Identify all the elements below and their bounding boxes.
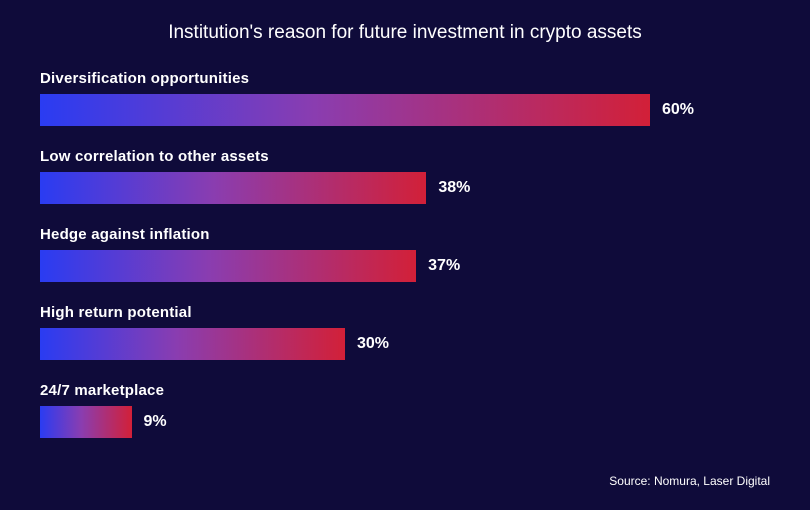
bar-value: 37% (428, 257, 460, 275)
bar-value: 60% (662, 101, 694, 119)
bar (40, 406, 132, 438)
bar-row: High return potential 30% (40, 304, 770, 360)
bar-row: Diversification opportunities 60% (40, 70, 770, 126)
bar-label: 24/7 marketplace (40, 382, 770, 399)
bar-line: 60% (40, 94, 770, 126)
chart-container: Institution's reason for future investme… (0, 0, 810, 510)
bar (40, 250, 416, 282)
bar-line: 9% (40, 406, 770, 438)
chart-source: Source: Nomura, Laser Digital (609, 474, 770, 488)
bar (40, 94, 650, 126)
bar-row: Hedge against inflation 37% (40, 226, 770, 282)
bar-row: 24/7 marketplace 9% (40, 382, 770, 438)
bar-line: 30% (40, 328, 770, 360)
bar-value: 30% (357, 335, 389, 353)
bar-label: High return potential (40, 304, 770, 321)
bar-label: Diversification opportunities (40, 70, 770, 87)
bar-value: 38% (438, 179, 470, 197)
bar-line: 37% (40, 250, 770, 282)
bar-label: Low correlation to other assets (40, 148, 770, 165)
bar-label: Hedge against inflation (40, 226, 770, 243)
bar (40, 172, 426, 204)
bar-line: 38% (40, 172, 770, 204)
chart-title: Institution's reason for future investme… (40, 22, 770, 44)
bar-value: 9% (144, 413, 167, 431)
bar (40, 328, 345, 360)
bar-row: Low correlation to other assets 38% (40, 148, 770, 204)
